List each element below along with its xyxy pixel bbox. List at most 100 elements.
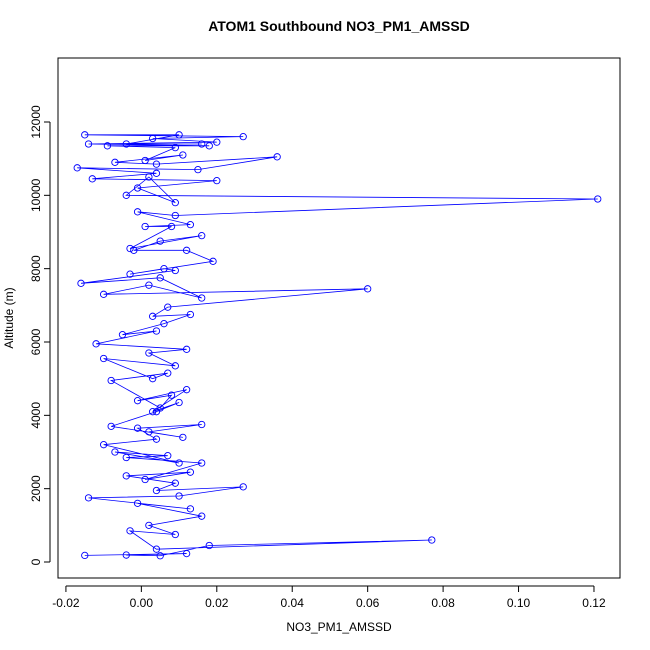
data-point [84, 140, 93, 148]
data-point [145, 281, 153, 289]
data-point [205, 541, 213, 550]
data-point [149, 312, 157, 320]
data-point [428, 536, 436, 544]
data-point [133, 184, 142, 192]
y-tick-label: 0 [29, 558, 43, 565]
data-point [175, 131, 183, 139]
data-point [186, 468, 195, 476]
data-point [122, 191, 130, 199]
y-tick-label: 2000 [29, 475, 43, 502]
data-point [133, 499, 142, 507]
data-point [99, 354, 108, 363]
data-point [156, 274, 164, 282]
data-line [77, 134, 598, 557]
data-point [92, 340, 100, 348]
data-point [99, 290, 108, 298]
data-point [81, 551, 89, 560]
data-point [198, 420, 206, 429]
data-point [84, 494, 93, 502]
data-point [111, 448, 119, 456]
data-point [126, 527, 134, 535]
chart-title: ATOM1 Southbound NO3_PM1_AMSSD [208, 18, 470, 34]
data-point [152, 160, 161, 168]
data-point [164, 369, 172, 377]
y-tick-label: 10000 [29, 178, 43, 212]
x-tick-label: 0.10 [507, 596, 531, 610]
data-point [149, 134, 157, 143]
data-point [194, 166, 202, 174]
x-axis-label: NO3_PM1_AMSSD [286, 620, 392, 634]
data-point [213, 177, 221, 185]
data-point [126, 270, 134, 278]
data-point [107, 422, 115, 430]
data-point [182, 246, 191, 254]
data-point [198, 294, 206, 302]
x-tick-label: 0.06 [356, 596, 380, 610]
data-point [141, 222, 149, 231]
data-point [175, 398, 183, 407]
data-point [186, 221, 195, 229]
data-point [179, 151, 187, 159]
y-tick-label: 6000 [29, 328, 43, 355]
data-point [213, 138, 221, 146]
data-point [156, 552, 164, 560]
data-point [152, 486, 161, 495]
data-point [209, 257, 217, 265]
data-point [133, 424, 142, 432]
data-point [171, 199, 179, 207]
data-point [273, 153, 281, 161]
data-point [594, 195, 602, 203]
x-tick-label: -0.02 [52, 596, 80, 610]
data-point [122, 472, 130, 480]
data-point [156, 404, 164, 412]
data-point [77, 279, 85, 287]
data-point [186, 310, 195, 319]
data-point [198, 512, 206, 520]
data-point [152, 435, 161, 443]
x-tick-label: 0.08 [431, 596, 455, 610]
data-point [182, 549, 191, 558]
data-point [145, 428, 153, 436]
data-point [107, 376, 115, 385]
data-point [182, 345, 191, 353]
data-point [239, 483, 247, 491]
data-point [118, 331, 127, 339]
data-point [141, 475, 149, 484]
data-point [152, 169, 161, 177]
plot-frame [57, 57, 621, 579]
data-point [88, 175, 96, 183]
data-point [171, 266, 179, 275]
data-point [167, 222, 176, 231]
data-point [133, 208, 142, 216]
data-point [152, 408, 161, 416]
data-point [186, 505, 195, 513]
data-point [145, 349, 153, 357]
y-axis-label: Altitude (m) [2, 287, 16, 348]
data-point [81, 131, 89, 139]
y-tick-label: 4000 [29, 402, 43, 429]
data-point [164, 303, 172, 311]
data-point [133, 397, 142, 405]
data-point [171, 479, 179, 487]
data-point [99, 441, 108, 449]
data-point [175, 492, 183, 500]
y-tick-label: 12000 [29, 105, 43, 139]
data-point [130, 246, 138, 254]
data-point [171, 211, 179, 220]
x-tick-label: 0.04 [281, 596, 305, 610]
data-point [160, 320, 168, 328]
x-tick-label: 0.12 [582, 596, 606, 610]
data-point [182, 386, 191, 394]
data-point [179, 433, 187, 441]
data-point [152, 545, 161, 553]
x-tick-label: 0.00 [130, 596, 154, 610]
data-point [149, 408, 157, 416]
data-point [141, 156, 149, 165]
y-tick-label: 8000 [29, 255, 43, 282]
data-point [145, 173, 153, 181]
data-point [175, 459, 183, 467]
data-point [205, 142, 213, 150]
data-point [239, 133, 247, 141]
data-point [149, 375, 157, 383]
